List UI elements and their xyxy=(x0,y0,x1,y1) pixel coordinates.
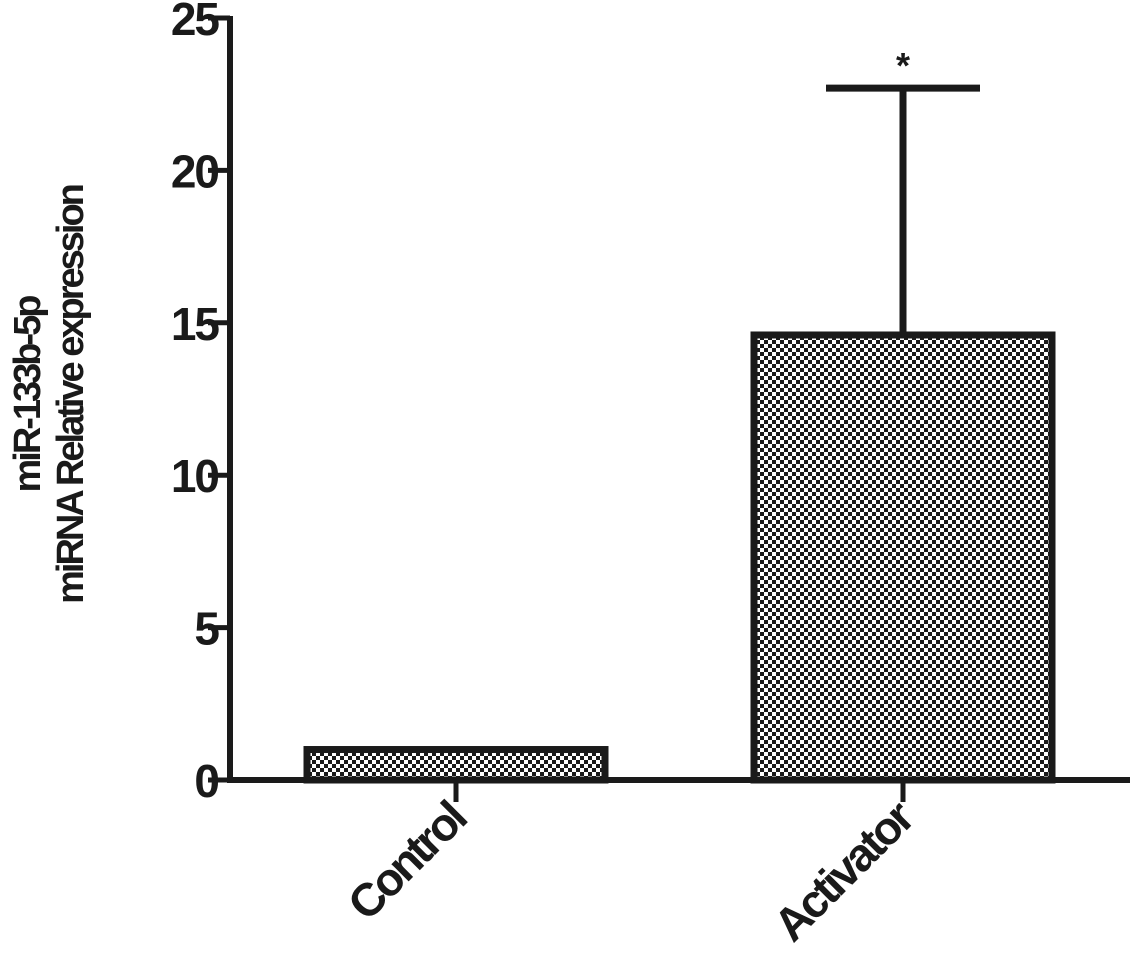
bar-control xyxy=(303,746,609,784)
y-tick-label: 15 xyxy=(171,298,220,350)
y-tick-label: 0 xyxy=(194,755,218,807)
y-tick-label: 10 xyxy=(171,450,219,502)
annotations: * xyxy=(896,45,910,86)
bar-activator xyxy=(750,331,1056,784)
y-axis-title: miR-133b-5p miRNA Relative expression xyxy=(7,185,92,604)
y-tick-label: 20 xyxy=(171,145,219,197)
error-bars xyxy=(826,84,980,335)
y-axis-title-line-2: miRNA Relative expression xyxy=(50,185,92,604)
x-tick-labels: Control Activator xyxy=(338,790,925,951)
x-tick-label-control: Control xyxy=(338,792,476,930)
y-tick-label: 5 xyxy=(194,603,219,655)
significance-asterisk: * xyxy=(896,45,910,86)
y-axis: 0 5 10 15 20 25 xyxy=(171,0,233,807)
y-tick-label: 25 xyxy=(171,0,220,45)
y-axis-title-line-1: miR-133b-5p xyxy=(7,296,49,493)
x-tick-label-activator: Activator xyxy=(763,790,924,951)
bars xyxy=(303,331,1056,784)
